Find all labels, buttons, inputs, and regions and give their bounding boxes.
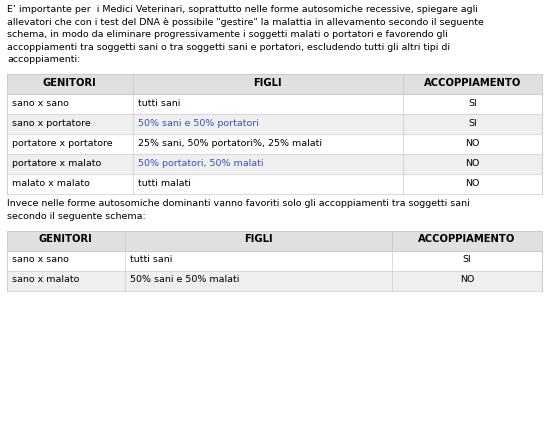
Bar: [7, 251, 542, 271]
Text: accoppiamenti:: accoppiamenti:: [7, 55, 80, 64]
Text: 25% sani, 50% portatori%, 25% malati: 25% sani, 50% portatori%, 25% malati: [138, 138, 322, 148]
Text: Invece nelle forme autosomiche dominanti vanno favoriti solo gli accoppiamenti t: Invece nelle forme autosomiche dominanti…: [7, 199, 470, 209]
Text: SI: SI: [468, 118, 477, 127]
Text: tutti sani: tutti sani: [130, 255, 172, 264]
Text: sano x portatore: sano x portatore: [12, 118, 91, 127]
Text: SI: SI: [468, 99, 477, 107]
Text: portatore x malato: portatore x malato: [12, 159, 101, 168]
Bar: [7, 271, 542, 290]
Text: tutti sani: tutti sani: [138, 99, 180, 107]
Bar: [7, 230, 542, 251]
Text: 50% sani e 50% malati: 50% sani e 50% malati: [130, 275, 239, 285]
Text: FIGLI: FIGLI: [254, 77, 282, 88]
Bar: [7, 133, 542, 153]
Text: malato x malato: malato x malato: [12, 179, 90, 187]
Text: NO: NO: [465, 159, 480, 168]
Text: NO: NO: [465, 138, 480, 148]
Text: SI: SI: [463, 255, 472, 264]
Text: 50% sani e 50% portatori: 50% sani e 50% portatori: [138, 118, 259, 127]
Bar: [7, 73, 542, 94]
Text: GENITORI: GENITORI: [39, 235, 93, 244]
Text: NO: NO: [460, 275, 474, 285]
Bar: [7, 114, 542, 133]
Bar: [7, 94, 542, 114]
Text: NO: NO: [465, 179, 480, 187]
Text: E’ importante per  i Medici Veterinari, soprattutto nelle forme autosomiche rece: E’ importante per i Medici Veterinari, s…: [7, 5, 478, 14]
Bar: [7, 174, 542, 194]
Text: ACCOPPIAMENTO: ACCOPPIAMENTO: [424, 77, 521, 88]
Text: sano x sano: sano x sano: [12, 99, 69, 107]
Text: ACCOPPIAMENTO: ACCOPPIAMENTO: [418, 235, 516, 244]
Text: sano x malato: sano x malato: [12, 275, 80, 285]
Text: schema, in modo da eliminare progressivamente i soggetti malati o portatori e fa: schema, in modo da eliminare progressiva…: [7, 30, 448, 39]
Text: FIGLI: FIGLI: [244, 235, 273, 244]
Text: 50% portatori, 50% malati: 50% portatori, 50% malati: [138, 159, 263, 168]
Text: GENITORI: GENITORI: [43, 77, 97, 88]
Text: accoppiamenti tra soggetti sani o tra soggetti sani e portatori, escludendo tutt: accoppiamenti tra soggetti sani o tra so…: [7, 42, 450, 52]
Text: secondo il seguente schema:: secondo il seguente schema:: [7, 212, 145, 221]
Text: sano x sano: sano x sano: [12, 255, 69, 264]
Text: portatore x portatore: portatore x portatore: [12, 138, 113, 148]
Text: tutti malati: tutti malati: [138, 179, 191, 187]
Bar: [7, 153, 542, 174]
Text: allevatori che con i test del DNA è possibile "gestire" la malattia in allevamen: allevatori che con i test del DNA è poss…: [7, 18, 484, 27]
